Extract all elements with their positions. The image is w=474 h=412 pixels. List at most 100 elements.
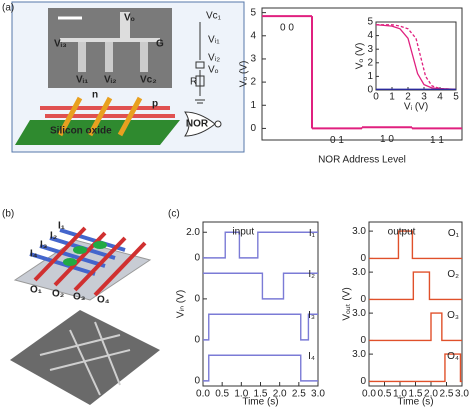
x-tick-label: 3.0 (455, 389, 469, 400)
legend-label: I₁ (309, 228, 316, 239)
y-tick-label: 0 (194, 294, 200, 305)
electrode (105, 42, 113, 72)
y-tick-label: 2.0 (186, 227, 200, 238)
x-tick-label: 0.5 (215, 389, 229, 400)
panel-label: (c) (168, 209, 180, 220)
crossbar-node (93, 241, 107, 249)
legend-label: O₃ (447, 310, 459, 321)
x-tick-label: 0.5 (378, 389, 392, 400)
crossbar-label: I₄ (30, 249, 38, 260)
y-tick-label: 3.0 (352, 308, 366, 319)
trace (203, 354, 318, 382)
y-axis-label: Vₒᵤₜ (V) (342, 287, 353, 320)
x-axis-label: Vᵢ (V) (404, 102, 428, 113)
y-tick-label: 3.0 (352, 349, 366, 360)
crossbar-sem-wires (39, 321, 131, 396)
category-label: 0 0 (280, 23, 294, 34)
x-tick-label: 0 (373, 92, 379, 103)
x-tick-label: 1.0 (234, 389, 248, 400)
gate-label: NOR (186, 119, 209, 130)
x-axis-label: NOR Address Level (318, 155, 406, 166)
sem-label: Vᵢ₂ (104, 75, 117, 86)
y-tick-label: 3 (367, 44, 373, 55)
y-tick-label: 5 (367, 17, 373, 28)
substrate (15, 120, 180, 145)
x-tick-label: 2.5 (292, 389, 306, 400)
y-tick-label: 0 (360, 253, 366, 264)
electrode (120, 12, 130, 38)
crossbar-label: O₁ (30, 285, 42, 296)
x-axis-label: Time (s) (397, 397, 433, 408)
crossbar-label: O₂ (52, 289, 64, 300)
nanowire (60, 38, 160, 42)
legend-label: I₃ (308, 310, 315, 321)
y-tick-label: 2 (250, 77, 256, 88)
trace (369, 312, 462, 342)
y-tick-label: 0 (250, 123, 256, 134)
circuit-label: Vₒ (208, 65, 219, 76)
y-tick-label: 2 (367, 57, 373, 68)
y-tick-label: 0 (367, 85, 373, 96)
category-label: 1 1 (430, 135, 444, 146)
y-tick-label: 4 (250, 30, 256, 41)
x-tick-label: 2 (405, 92, 411, 103)
inset-background (375, 21, 457, 91)
panel-label: (a) (2, 3, 14, 14)
nor-bubble (214, 120, 222, 128)
trace (203, 272, 318, 300)
legend-label: O₄ (447, 351, 459, 362)
x-tick-label: 2.5 (440, 389, 454, 400)
legend-label: O₂ (447, 269, 459, 280)
y-tick-label: 3.0 (352, 226, 366, 237)
chart-title: output (388, 227, 416, 238)
crossbar-label: I₃ (40, 240, 48, 251)
electrode (78, 42, 86, 72)
gate-lines (57, 96, 143, 137)
y-tick-label: 0 (194, 335, 200, 346)
crossbar-node (73, 246, 87, 254)
crossbar-label: O₄ (97, 295, 110, 306)
resistor (195, 75, 205, 87)
crossbar-label: I₁ (58, 221, 65, 232)
y-axis-label: Vᵢₙ (V) (176, 290, 187, 318)
electrode (140, 42, 148, 72)
ground (195, 99, 205, 104)
y-tick-label: 1 (250, 100, 256, 111)
curve (375, 24, 457, 90)
trace (369, 271, 462, 301)
nor-gate (184, 111, 216, 137)
x-tick-label: 5 (453, 92, 459, 103)
y-axis-label: Vₒ (V) (355, 43, 366, 70)
x-tick-label: 1 (389, 92, 395, 103)
trace (369, 230, 462, 260)
y-tick-label: 3 (250, 54, 256, 65)
x-tick-label: 2.0 (424, 389, 438, 400)
y-tick-label: 0 (360, 294, 366, 305)
sem-label: Vᵢ₃ (54, 39, 67, 50)
sem-label: Vᵢ₁ (76, 75, 88, 86)
y-tick-label: 1 (367, 71, 373, 82)
legend-label: I₂ (308, 269, 315, 280)
panel-label: (b) (2, 209, 14, 220)
x-tick-label: 2.0 (273, 389, 287, 400)
x-tick-label: 1.5 (409, 389, 423, 400)
crossbar-sem (10, 310, 160, 405)
legend-label: I₄ (308, 351, 315, 362)
trace (369, 353, 462, 383)
category-label: 1 0 (380, 134, 394, 145)
y-tick-label: 0 (194, 253, 200, 264)
x-axis-label: Time (s) (242, 397, 278, 408)
x-tick-label: 1.0 (393, 389, 407, 400)
legend-label: O₁ (448, 228, 460, 239)
x-tick-label: 3 (421, 92, 427, 103)
circuit-label: Vc₁ (206, 11, 222, 22)
circuit-label: Vᵢ₁ (208, 35, 220, 46)
circuit-label: Vᵢ₂ (208, 53, 220, 64)
device-label: Silicon oxide (50, 126, 112, 137)
trace (203, 231, 318, 259)
x-tick-label: 0.0 (362, 389, 376, 400)
crossbar-node (63, 258, 77, 266)
x-tick-label: 4 (437, 92, 443, 103)
category-label: 0 1 (330, 135, 344, 146)
